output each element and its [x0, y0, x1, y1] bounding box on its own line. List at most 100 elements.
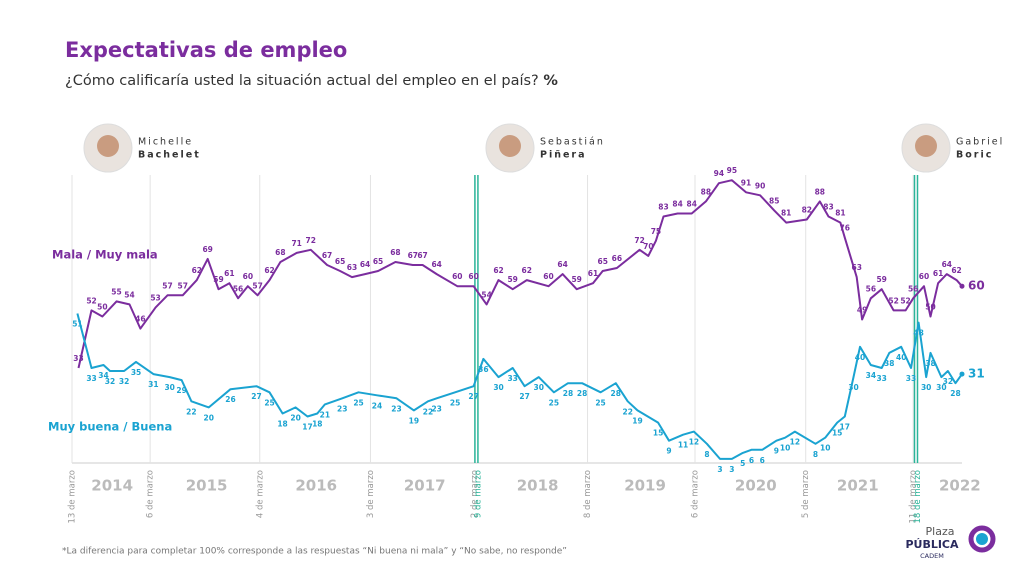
x-tick-label: 4 de marzo [255, 470, 265, 518]
logo-middle: PÚBLICA [905, 538, 959, 551]
data-label: 90 [755, 181, 765, 190]
data-label: 25 [595, 398, 605, 407]
data-label: 3 [717, 465, 722, 474]
data-label: 69 [202, 245, 212, 254]
data-label: 18 [312, 419, 322, 428]
x-tick-label: 5 de marzo [801, 470, 811, 518]
subtitle-text: ¿Cómo calificaría usted la situación act… [65, 73, 539, 89]
data-label: 28 [577, 389, 587, 398]
data-label: 75 [651, 227, 661, 236]
data-label: 54 [124, 290, 134, 299]
data-label: 56 [233, 284, 243, 293]
x-tick-label: 6 de marzo [146, 470, 156, 518]
data-label: 9 [774, 447, 779, 456]
data-label: 59 [876, 275, 886, 284]
data-label: 62 [522, 266, 532, 275]
data-label: 33 [906, 374, 916, 383]
data-label: 65 [598, 257, 608, 266]
data-label: 32 [943, 377, 953, 386]
series-name: Mala / Muy mala [52, 248, 158, 262]
data-label-end: 31 [968, 367, 985, 381]
data-label: 59 [571, 275, 581, 284]
data-label-end: 60 [968, 279, 985, 293]
data-label: 26 [225, 395, 235, 404]
data-label: 27 [519, 392, 529, 401]
data-label: 61 [224, 269, 234, 278]
data-label: 94 [714, 169, 724, 178]
data-label: 33 [876, 374, 886, 383]
footnote: *La diferencia para completar 100% corre… [62, 547, 567, 557]
data-label: 33 [86, 374, 96, 383]
data-label: 50 [97, 303, 107, 312]
president-first-name: Gabriel [956, 137, 1004, 148]
series-line [77, 179, 963, 369]
data-label: 70 [643, 242, 653, 251]
logo-bottom: CADEM [920, 552, 944, 560]
data-label: 33 [507, 374, 517, 383]
president-last-name: Bachelet [138, 150, 201, 161]
data-label: 49 [857, 306, 867, 315]
data-label: 83 [823, 203, 833, 212]
data-label: 6 [749, 456, 754, 465]
data-label: 11 [678, 441, 688, 450]
data-label: 85 [769, 196, 779, 205]
data-label: 24 [372, 401, 382, 410]
data-label: 81 [781, 209, 791, 218]
president-photo-face [915, 135, 937, 157]
data-label: 91 [741, 178, 751, 187]
data-label: 25 [353, 398, 363, 407]
year-label: 2018 [517, 477, 559, 495]
data-label: 66 [612, 254, 622, 263]
data-label: 27 [251, 392, 261, 401]
data-label: 64 [942, 260, 952, 269]
x-tick-label: 11 de marzo [909, 470, 919, 524]
data-label: 68 [275, 248, 285, 257]
data-label: 30 [493, 383, 503, 392]
data-label: 63 [347, 263, 357, 272]
year-label: 2019 [624, 477, 666, 495]
data-label: 22 [622, 407, 632, 416]
data-label: 59 [213, 275, 223, 284]
data-label: 12 [689, 438, 699, 447]
data-label: 30 [936, 383, 946, 392]
data-label: 30 [533, 383, 543, 392]
data-label: 52 [86, 296, 96, 305]
data-label: 6 [760, 456, 765, 465]
chart-title: Expectativas de empleo [65, 38, 347, 62]
data-label: 83 [658, 203, 668, 212]
president-last-name: Boric [956, 150, 993, 161]
data-label: 29 [176, 386, 186, 395]
year-label: 2014 [91, 477, 133, 495]
data-label: 50 [925, 303, 935, 312]
x-tick-label: 9 de marzo [473, 470, 483, 518]
data-label: 34 [866, 371, 876, 380]
data-label: 63 [852, 263, 862, 272]
logo-mark [968, 525, 996, 553]
data-label: 62 [493, 266, 503, 275]
data-label: 64 [360, 260, 370, 269]
data-label: 57 [177, 281, 187, 290]
data-label: 22 [423, 407, 433, 416]
data-label: 30 [921, 383, 931, 392]
president-last-name: Piñera [540, 150, 587, 161]
data-label: 62 [951, 266, 961, 275]
data-label: 61 [933, 269, 943, 278]
data-label: 8 [704, 450, 709, 459]
data-label: 84 [687, 199, 697, 208]
data-label: 95 [727, 166, 737, 175]
data-label: 12 [790, 438, 800, 447]
data-label: 9 [666, 447, 671, 456]
president-first-name: Sebastián [540, 137, 605, 148]
data-label: 20 [290, 413, 300, 422]
data-label: 51 [72, 319, 82, 328]
data-label: 57 [252, 281, 262, 290]
data-label: 62 [264, 266, 274, 275]
data-label: 38 [925, 359, 935, 368]
year-label: 2016 [295, 477, 337, 495]
data-label: 19 [632, 416, 642, 425]
data-label: 53 [150, 293, 160, 302]
data-label: 64 [557, 260, 567, 269]
data-label: 65 [373, 257, 383, 266]
data-label: 52 [888, 296, 898, 305]
